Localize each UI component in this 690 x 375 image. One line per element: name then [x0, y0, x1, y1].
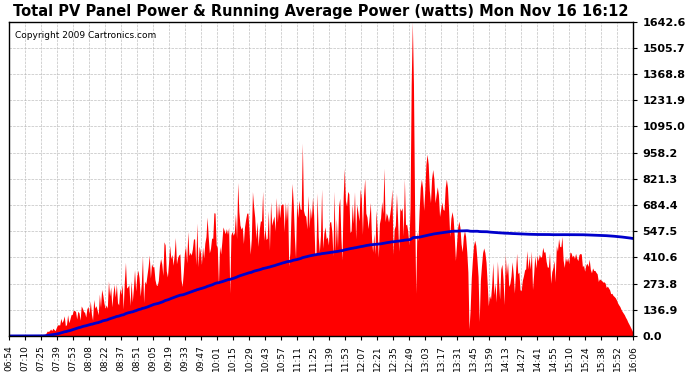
- Text: Copyright 2009 Cartronics.com: Copyright 2009 Cartronics.com: [15, 31, 156, 40]
- Title: Total PV Panel Power & Running Average Power (watts) Mon Nov 16 16:12: Total PV Panel Power & Running Average P…: [13, 4, 629, 19]
